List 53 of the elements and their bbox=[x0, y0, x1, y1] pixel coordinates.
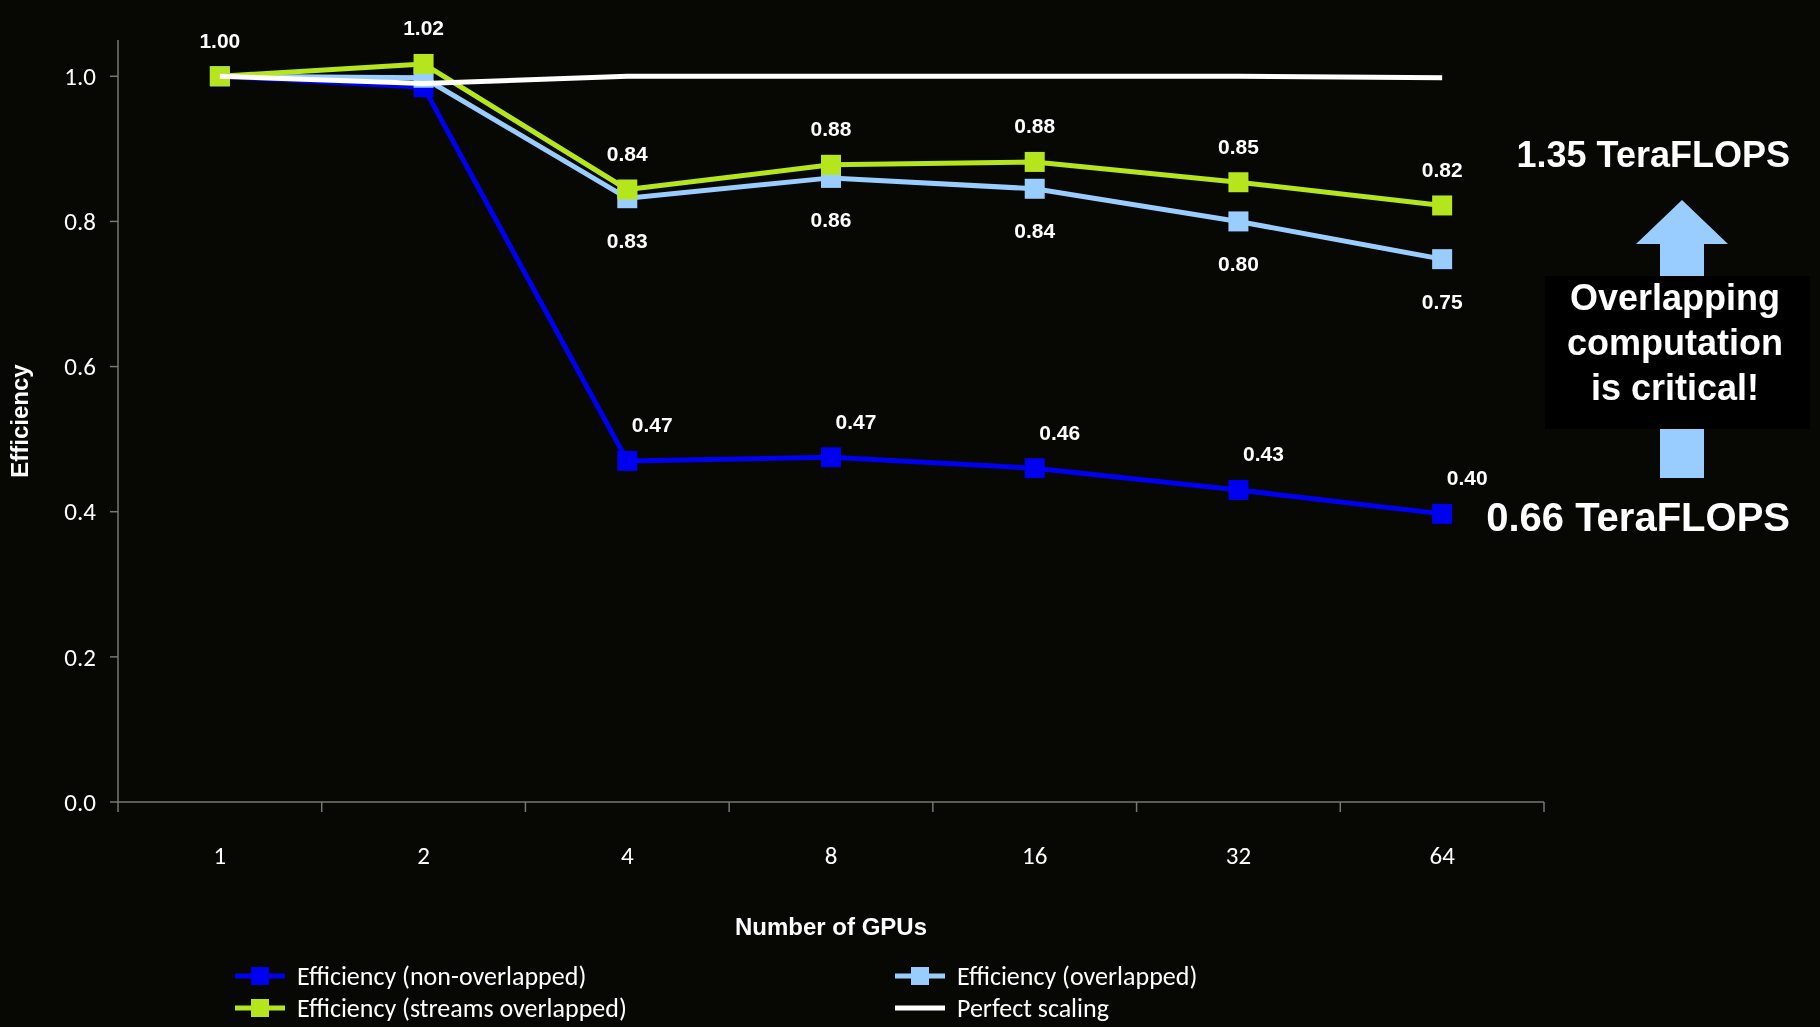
point bbox=[821, 447, 841, 468]
point bbox=[1024, 458, 1045, 479]
point bbox=[821, 154, 841, 175]
data-label: 0.75 bbox=[1421, 289, 1463, 313]
data-label: 0.84 bbox=[1014, 219, 1056, 243]
point bbox=[617, 179, 638, 200]
data-label: 0.86 bbox=[810, 208, 852, 232]
point bbox=[1432, 249, 1453, 270]
data-label: 0.85 bbox=[1217, 134, 1260, 158]
point bbox=[1024, 151, 1045, 172]
data-label: 0.43 bbox=[1242, 442, 1284, 466]
data-label: 0.84 bbox=[606, 141, 649, 165]
point bbox=[1432, 503, 1453, 524]
legend-label: Efficiency (overlapped) bbox=[957, 960, 1198, 993]
data-label: 0.82 bbox=[1421, 157, 1463, 181]
data-label: 1.00 bbox=[199, 28, 241, 52]
y-tick-label: 0.2 bbox=[64, 641, 96, 673]
x-tick-label: 8 bbox=[824, 840, 838, 871]
point bbox=[413, 53, 434, 74]
x-tick-label: 4 bbox=[620, 840, 634, 871]
y-axis-title: Efficiency bbox=[6, 363, 33, 478]
data-label: 0.80 bbox=[1217, 251, 1259, 275]
y-tick-label: 1.0 bbox=[64, 61, 97, 93]
x-tick-label: 32 bbox=[1225, 840, 1252, 871]
legend-label: Perfect scaling bbox=[957, 992, 1109, 1025]
point bbox=[1228, 479, 1249, 500]
annotation: 0.66 TeraFLOPS bbox=[1486, 495, 1790, 539]
x-tick-label: 1 bbox=[213, 840, 227, 871]
data-label: 0.47 bbox=[835, 409, 877, 433]
legend-label: Efficiency (non-overlapped) bbox=[297, 960, 587, 993]
data-label: 0.88 bbox=[810, 117, 852, 141]
y-tick-label: 0.4 bbox=[64, 496, 97, 528]
data-label: 0.46 bbox=[1039, 420, 1081, 444]
data-label: 1.02 bbox=[403, 16, 445, 40]
data-label: 0.83 bbox=[606, 228, 648, 252]
point bbox=[1024, 178, 1045, 199]
y-tick-label: 0.0 bbox=[64, 786, 97, 818]
point bbox=[1432, 195, 1453, 216]
data-label: 0.40 bbox=[1446, 466, 1488, 490]
point bbox=[617, 450, 638, 471]
x-tick-label: 16 bbox=[1022, 840, 1048, 871]
point bbox=[1228, 211, 1249, 232]
text: Overlapping computation is critical! bbox=[1567, 277, 1783, 408]
y-tick-label: 0.8 bbox=[64, 206, 96, 238]
data-label: 0.47 bbox=[631, 413, 673, 437]
x-axis-title: Number of GPUs bbox=[734, 913, 928, 940]
x-tick-label: 64 bbox=[1429, 840, 1456, 871]
y-tick-label: 0.6 bbox=[64, 351, 96, 383]
point bbox=[1228, 172, 1249, 193]
data-label: 0.88 bbox=[1014, 114, 1056, 138]
x-tick-label: 2 bbox=[417, 840, 430, 871]
legend-label: Efficiency (streams overlapped) bbox=[297, 992, 627, 1025]
annotation: 1.35 TeraFLOPS bbox=[1516, 133, 1790, 175]
